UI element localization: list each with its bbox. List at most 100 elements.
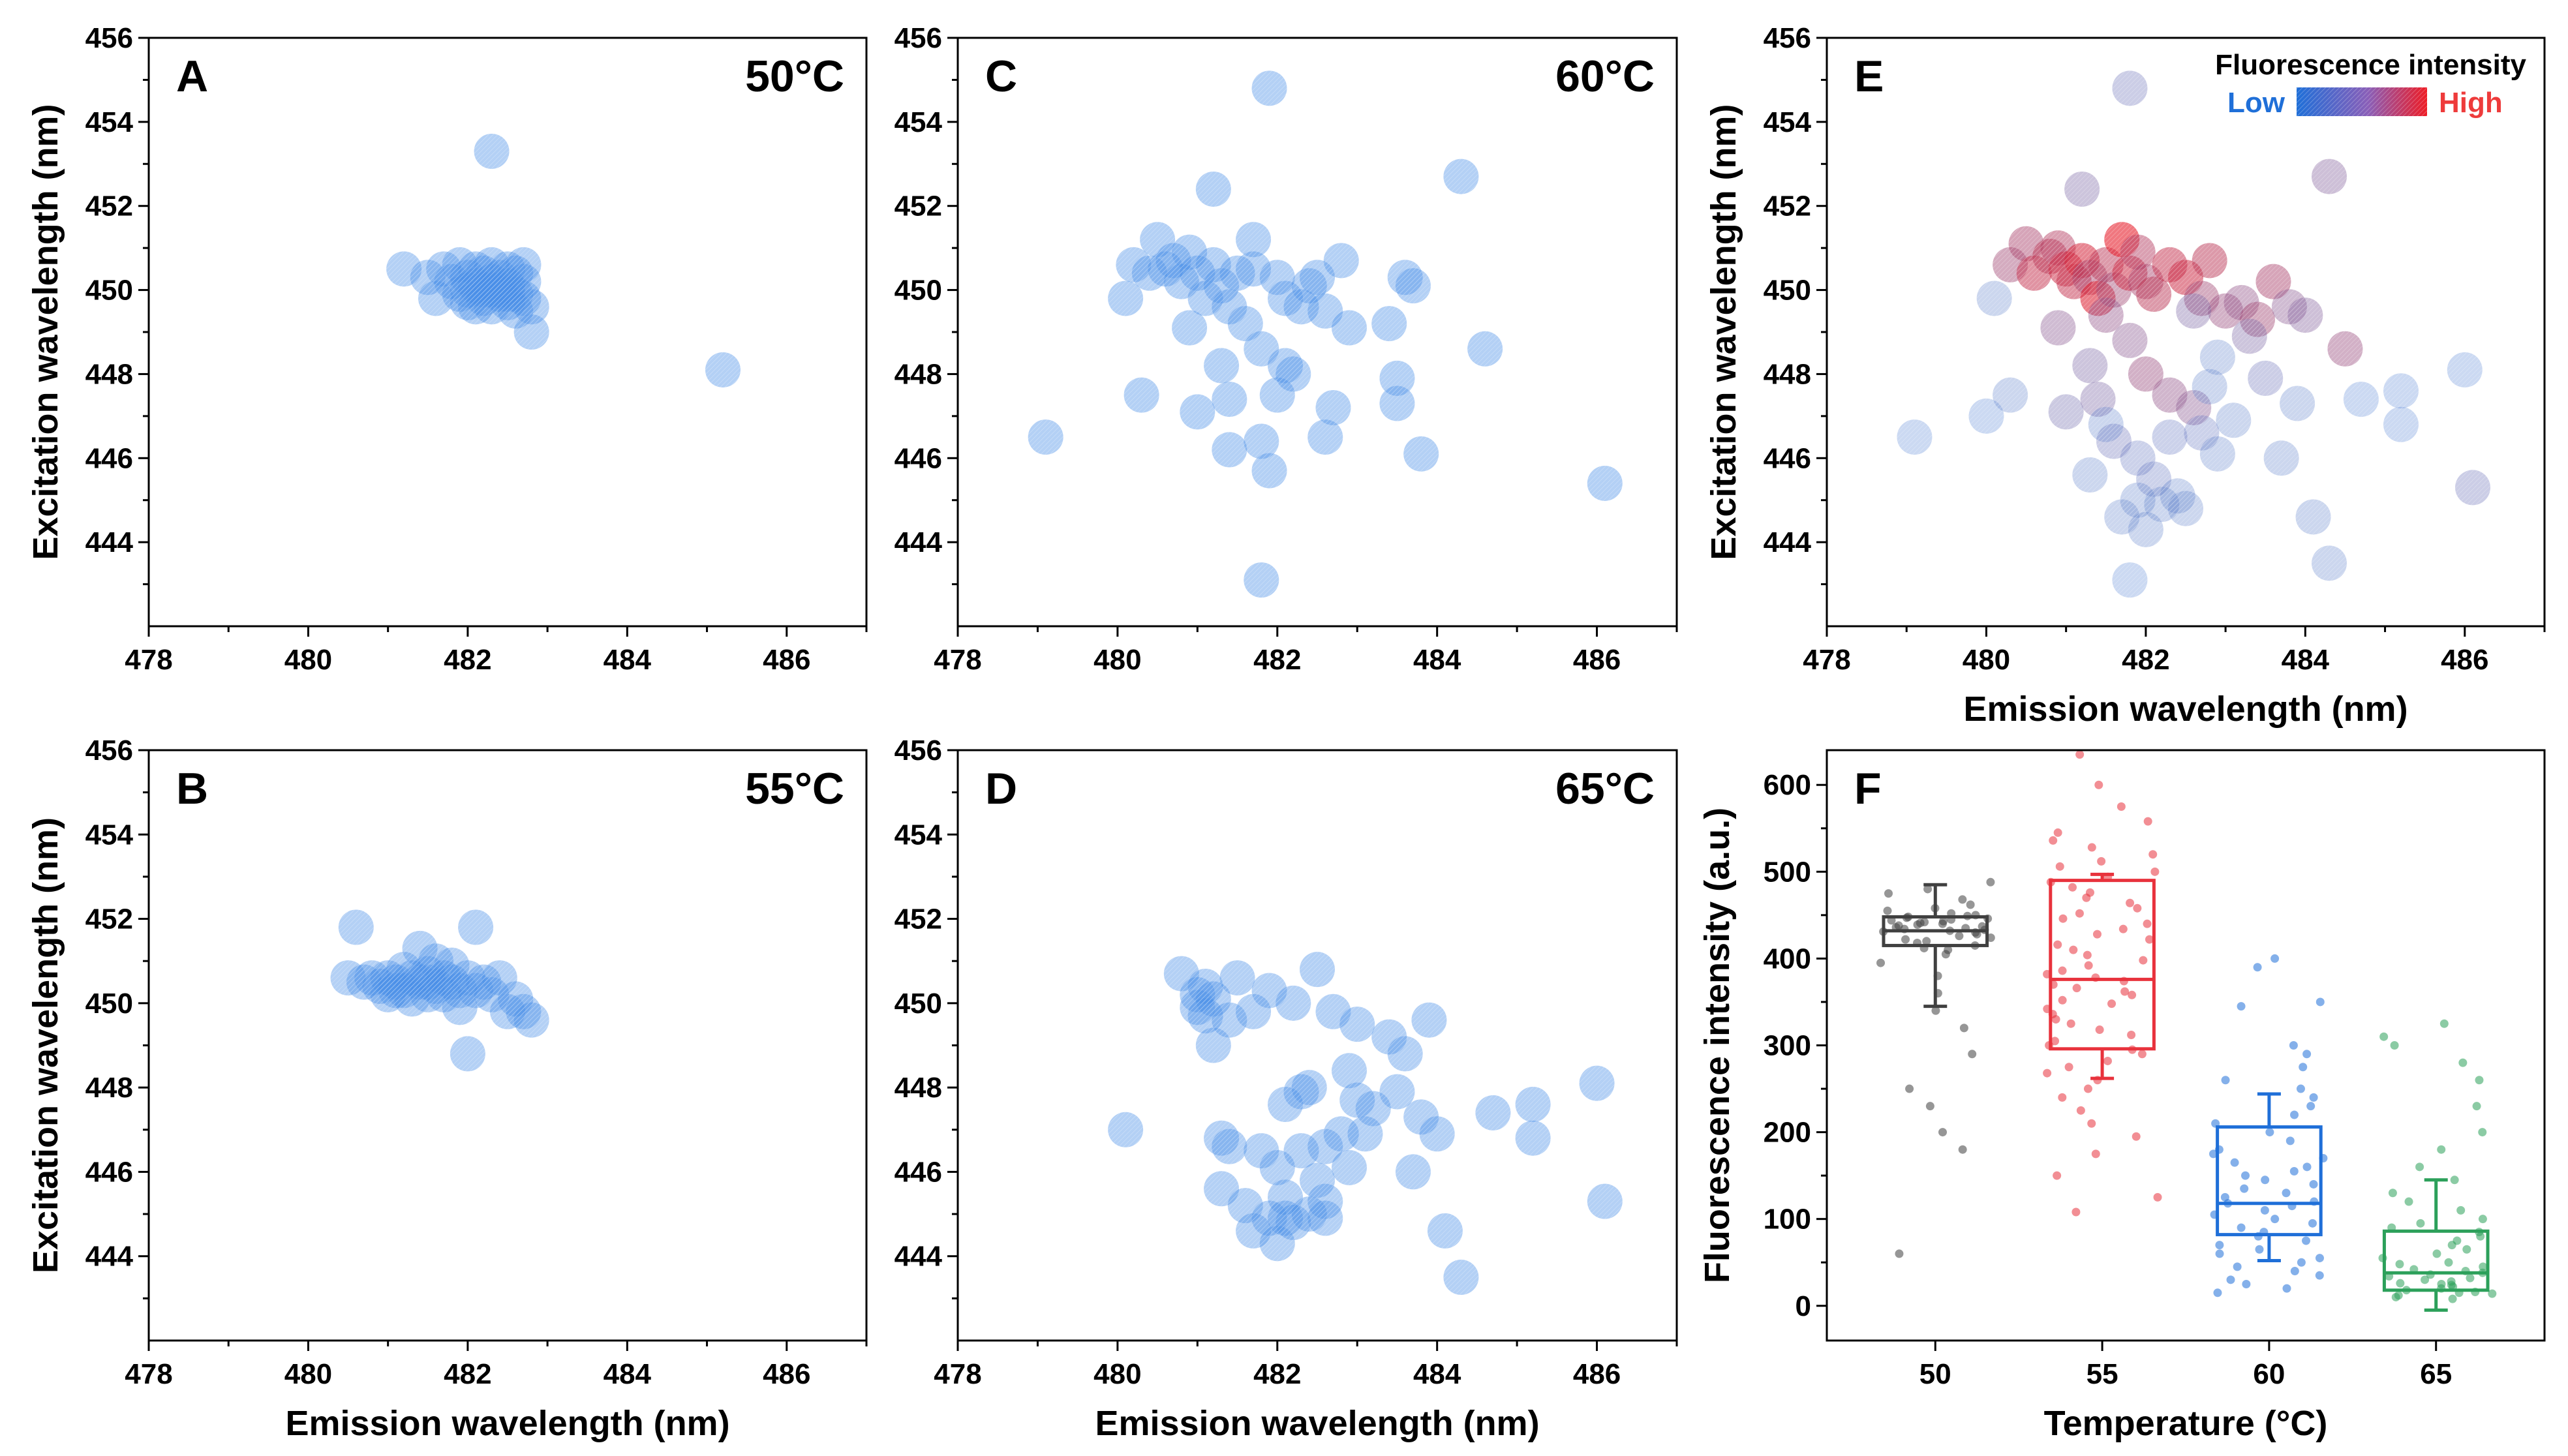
scatter-point-texture (378, 973, 414, 1009)
data-point (1958, 895, 1967, 904)
panel-label: A (176, 52, 208, 101)
y-axis-title: Excitation wavelength (nm) (1704, 104, 1743, 560)
panel-temperature: 55°C (745, 764, 844, 813)
scatter-point-texture (1276, 356, 1311, 392)
data-point (2255, 1245, 2264, 1254)
data-point (1925, 1102, 1934, 1111)
scatter-point-texture (2120, 234, 2156, 270)
panel-e: 478 480 482 484 486 444 446 448 450 452 454 456 E Emi… (1704, 22, 2546, 729)
data-point (2083, 1084, 2092, 1093)
y-tick-label: 454 (85, 819, 134, 851)
data-point (1922, 937, 1931, 946)
data-point (2241, 1171, 2250, 1180)
data-point (2055, 862, 2064, 871)
scatter-points (1897, 70, 2490, 598)
data-point (2309, 1179, 2318, 1189)
scatter-point-texture (1339, 1007, 1375, 1042)
scatter-point-texture (2383, 373, 2419, 409)
data-point (2439, 1019, 2449, 1028)
scatter-point-texture (1315, 389, 1351, 425)
data-point (1938, 1128, 1948, 1137)
panel-label: F (1854, 764, 1882, 813)
panel-label: C (985, 52, 1017, 101)
data-point (2415, 1162, 2424, 1172)
scatter-point-texture (1371, 306, 1407, 342)
y-axis-title: Excitation wavelength (nm) (26, 817, 65, 1273)
plot-frame (147, 749, 868, 1342)
data-point (2475, 1076, 2484, 1085)
y-tick-label: 300 (1764, 1030, 1811, 1062)
data-point (2282, 1189, 2291, 1198)
data-point (2143, 817, 2152, 826)
scatter-points (386, 133, 741, 387)
data-point (2379, 1032, 2389, 1041)
scatter-point-texture (1108, 281, 1144, 316)
scatter-point-texture (1387, 1036, 1423, 1072)
data-point (2127, 1031, 2136, 1040)
scatter-point-texture (1244, 423, 1279, 459)
plot-frame (1826, 37, 2546, 628)
x-tick-label: 480 (284, 1358, 332, 1390)
panel-label: E (1854, 52, 1884, 101)
plot-frame (956, 749, 1678, 1342)
scatter-point-texture (1219, 960, 1255, 996)
scatter-point-texture (2128, 511, 2163, 547)
scatter-point-texture (1993, 377, 2028, 413)
scatter-point-texture (1427, 1213, 1463, 1249)
scatter-point-texture (410, 964, 446, 1000)
panel-b: 478 480 482 484 486 444 446 448 450 452 454 456 B 55°… (26, 735, 868, 1443)
x-tick-label: 482 (2122, 644, 2169, 676)
y-tick-label: 446 (894, 1156, 942, 1188)
x-tick-label: 478 (125, 1358, 172, 1390)
x-tick-label: 480 (284, 644, 332, 676)
data-point (1931, 1006, 1940, 1015)
y-tick-label: 452 (85, 190, 133, 222)
scatter-point-texture (458, 909, 494, 945)
data-point (2270, 954, 2280, 963)
data-point (2479, 1262, 2488, 1271)
data-point (1901, 935, 1910, 944)
data-point (2094, 780, 2103, 789)
data-point (2478, 1215, 2487, 1224)
scatter-point-texture (1403, 436, 1439, 472)
box-group (1876, 877, 1995, 1258)
data-point (2087, 1119, 2096, 1128)
data-point (2075, 909, 2084, 918)
scatter-point-texture (1212, 1129, 1247, 1164)
scatter-point-texture (2088, 406, 2124, 442)
data-point (2302, 1050, 2312, 1059)
y-tick-label: 456 (894, 735, 942, 766)
scatter-point-texture (2343, 382, 2379, 417)
legend-low-label: Low (2227, 87, 2285, 119)
scatter-point-texture (705, 352, 741, 387)
y-tick-label: 454 (85, 106, 134, 138)
y-tick-label: 450 (894, 275, 942, 307)
y-tick-label: 452 (894, 190, 942, 222)
scatter-point-texture (1276, 985, 1311, 1021)
data-point (1955, 932, 1964, 941)
data-point (2395, 1260, 2404, 1269)
scatter-point-texture (1395, 268, 1431, 304)
data-point (2309, 1093, 2318, 1102)
panel-temperature: 65°C (1555, 764, 1655, 813)
scatter-point-texture (506, 247, 542, 282)
y-tick-label: 0 (1796, 1290, 1811, 1322)
data-point (2472, 1102, 2481, 1111)
data-point (1905, 1084, 1914, 1093)
data-point (1895, 1249, 1904, 1258)
scatter-point-texture (2128, 356, 2163, 392)
scatter-point-texture (1331, 1053, 1367, 1089)
scatter-point-texture (2383, 406, 2419, 442)
scatter-point-texture (1307, 419, 1343, 455)
scatter-point-texture (2112, 70, 2148, 106)
legend-high-label: High (2439, 87, 2503, 119)
panel-label: B (176, 764, 208, 813)
x-tick-label: 60 (2253, 1358, 2285, 1390)
scatter-point-texture (1379, 1074, 1415, 1110)
y-tick-label: 456 (894, 22, 942, 54)
data-point (2315, 1254, 2324, 1263)
data-point (2043, 1069, 2052, 1078)
data-point (2453, 1236, 2462, 1245)
scatter-point-texture (2447, 352, 2483, 387)
